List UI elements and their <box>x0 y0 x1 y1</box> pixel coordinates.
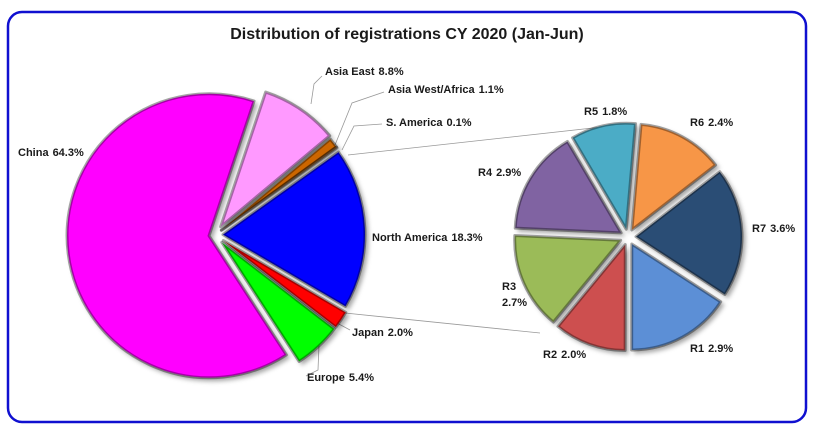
value-label: 2.4% <box>708 117 733 129</box>
category-label: Asia West/Africa <box>388 84 475 96</box>
pie-slice <box>630 122 718 232</box>
value-label: 3.6% <box>770 223 795 235</box>
pie-slice <box>571 121 637 231</box>
value-label: 2.9% <box>708 343 733 355</box>
pie-slice <box>556 243 627 353</box>
category-label: R7 <box>752 223 766 235</box>
value-label: 18.3% <box>451 232 482 244</box>
data-label: R4 2.9% <box>478 167 521 179</box>
category-label: R3 <box>502 281 516 293</box>
category-label: China <box>18 147 49 159</box>
category-label: R5 <box>584 106 598 118</box>
category-label: R4 <box>478 167 493 179</box>
pie <box>513 121 744 353</box>
pie-slice <box>220 240 336 363</box>
pie-slice <box>513 139 623 235</box>
category-label: Japan <box>352 327 384 339</box>
pie <box>65 90 367 380</box>
pie-slice <box>634 170 744 296</box>
pie-slice <box>630 242 723 352</box>
data-label: R2 2.0% <box>543 349 586 361</box>
data-label: R3 2.7% <box>502 281 527 309</box>
data-label: North America 18.3% <box>372 232 483 244</box>
pie-slice <box>221 239 348 329</box>
category-label: R6 <box>690 117 704 129</box>
data-label: R7 3.6% <box>752 223 795 235</box>
value-label: 1.1% <box>479 84 504 96</box>
value-label: 2.9% <box>496 167 521 179</box>
value-label: 1.8% <box>602 106 627 118</box>
pie-slice <box>513 234 623 324</box>
category-label: R1 <box>690 343 704 355</box>
data-label: Asia East 8.8% <box>325 66 404 78</box>
data-label: R5 1.8% <box>584 106 627 118</box>
pie-slice <box>219 90 332 229</box>
value-label: 5.4% <box>349 372 374 384</box>
chart-title: Distribution of registrations CY 2020 (J… <box>230 26 584 43</box>
data-label: China 64.3% <box>18 147 84 159</box>
category-label: Asia East <box>325 66 375 78</box>
data-label: Asia West/Africa 1.1% <box>388 84 504 96</box>
pie-slice <box>219 145 339 232</box>
pie-slice <box>65 92 288 380</box>
data-label: Japan 2.0% <box>352 327 413 339</box>
pie-slice <box>221 150 367 308</box>
category-label: R2 <box>543 349 557 361</box>
category-label: S. America <box>386 117 443 129</box>
value-label: 64.3% <box>53 147 84 159</box>
data-label: Europe 5.4% <box>307 372 374 384</box>
value-label: 2.0% <box>561 349 586 361</box>
category-label: North America <box>372 232 448 244</box>
category-label: Europe <box>307 372 345 384</box>
data-label: R6 2.4% <box>690 117 733 129</box>
value-label: 2.0% <box>388 327 413 339</box>
value-label: 2.7% <box>502 297 527 309</box>
data-label: R1 2.9% <box>690 343 733 355</box>
value-label: 0.1% <box>446 117 471 129</box>
data-label: S. America 0.1% <box>386 117 472 129</box>
value-label: 8.8% <box>379 66 404 78</box>
leader-lines <box>305 75 621 377</box>
